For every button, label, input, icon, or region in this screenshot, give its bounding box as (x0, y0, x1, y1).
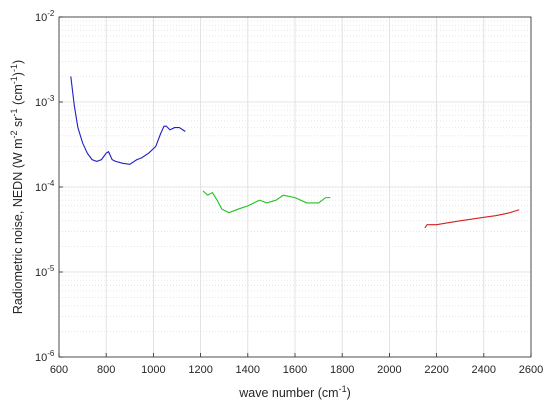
x-tick-label: 1400 (236, 364, 260, 376)
x-axis-label-part: -1 (339, 384, 347, 394)
x-tick-label: 1800 (330, 364, 354, 376)
x-tick-label: 600 (50, 364, 68, 376)
y-axis-label-part: sr (11, 117, 25, 131)
y-axis-label: Radiometric noise, NEDN (W m-2 sr-1 (cm-… (9, 60, 25, 314)
data-line (202, 190, 331, 214)
y-tick-exponent: -6 (47, 349, 55, 358)
x-tick-label: 800 (97, 364, 115, 376)
y-tick-base: 10 (35, 352, 47, 364)
y-tick-base: 10 (35, 12, 47, 24)
x-tick-label: 1200 (188, 364, 212, 376)
x-tick-label: 1600 (283, 364, 307, 376)
x-tick-label: 2600 (519, 364, 543, 376)
data-line (70, 76, 186, 165)
y-tick-base: 10 (35, 97, 47, 109)
y-tick-base: 10 (35, 267, 47, 279)
x-axis-label: wave number (cm-1) (238, 384, 351, 400)
y-tick-label: 10-6 (35, 349, 55, 364)
y-axis-label-part: -2 (9, 130, 19, 138)
y-tick-label: 10-3 (35, 94, 55, 109)
y-axis-label-part: (cm (11, 84, 25, 108)
y-tick-label: 10-4 (35, 179, 55, 194)
y-tick-label: 10-5 (35, 264, 55, 279)
data-line (424, 209, 520, 229)
y-axis-label-part: -1 (9, 64, 19, 72)
plot-frame (58, 16, 532, 358)
y-tick-exponent: -2 (47, 9, 55, 18)
y-axis-label-part: -1 (9, 109, 19, 117)
x-tick-label: 2000 (377, 364, 401, 376)
x-tick-label: 2400 (472, 364, 496, 376)
x-axis-label-part: ) (347, 386, 351, 400)
y-axis-label-part: ) (11, 72, 25, 76)
y-tick-base: 10 (35, 182, 47, 194)
y-axis-label-part: ) (11, 60, 25, 64)
x-tick-label: 1000 (141, 364, 165, 376)
y-tick-exponent: -3 (47, 94, 55, 103)
y-axis-label-part: -1 (9, 76, 19, 84)
y-axis-label-part: Radiometric noise, NEDN (W m (11, 138, 25, 314)
y-tick-exponent: -5 (47, 264, 55, 273)
y-tick-exponent: -4 (47, 179, 55, 188)
y-tick-label: 10-2 (35, 9, 55, 24)
x-axis-label-part: wave number (cm (238, 386, 338, 400)
x-tick-label: 2200 (424, 364, 448, 376)
